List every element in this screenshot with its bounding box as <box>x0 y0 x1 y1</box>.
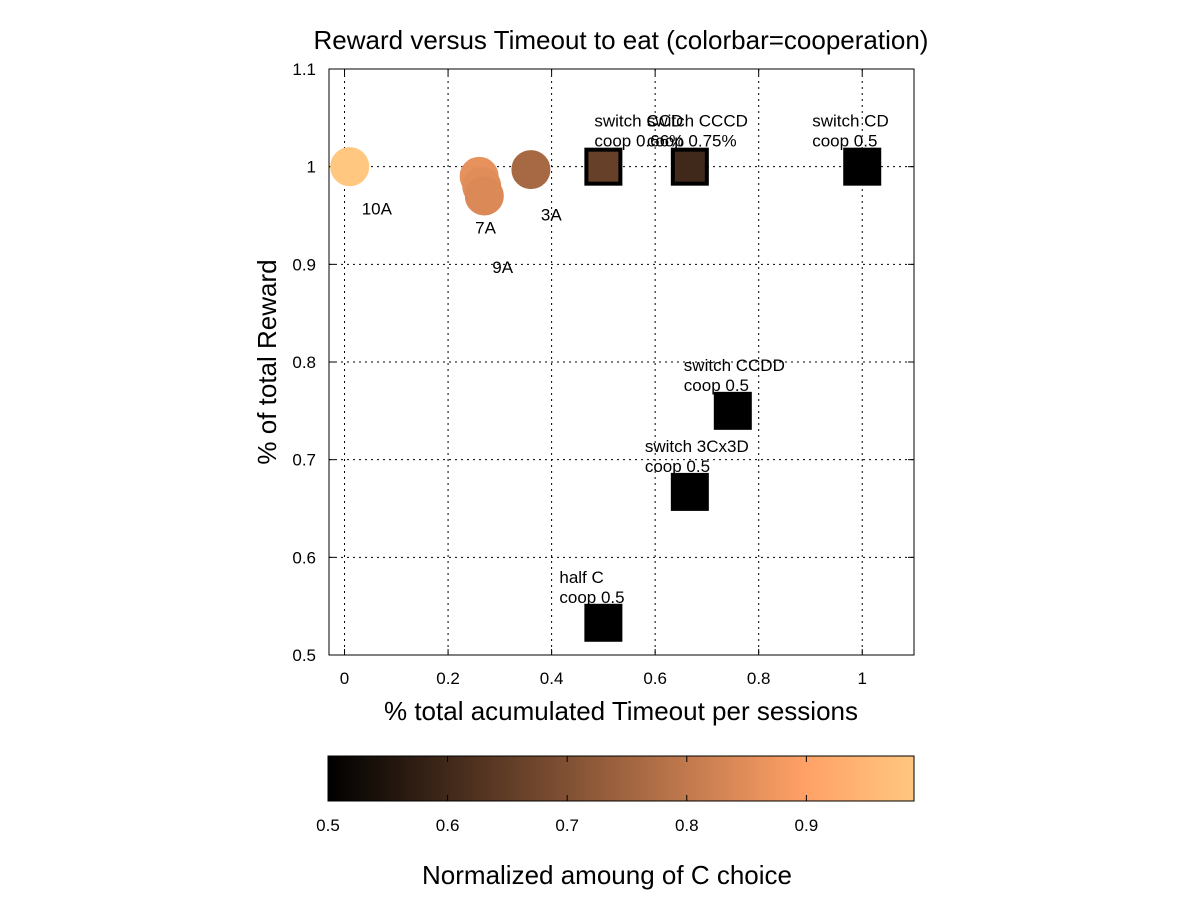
point-label: switch CCD <box>594 112 683 131</box>
point-label-coop: coop 0.5 <box>684 376 749 395</box>
colorbar-ticks: 0.5 0.6 0.7 0.8 0.9 <box>316 756 818 835</box>
data-point-square <box>843 147 882 186</box>
x-tick-label: 0.8 <box>747 669 771 688</box>
point-label: half C <box>559 568 603 587</box>
colorbar-tick-label: 0.7 <box>555 816 579 835</box>
y-tick-label: 0.6 <box>292 548 316 567</box>
colorbar <box>327 755 915 802</box>
point-label: switch 3Cx3D <box>645 437 749 456</box>
point-label: 10A <box>362 200 393 219</box>
data-point-circle <box>464 176 504 216</box>
data-point-circle <box>330 147 370 187</box>
chart-title: Reward versus Timeout to eat (colorbar=c… <box>314 25 929 55</box>
x-axis-label: % total acumulated Timeout per sessions <box>384 696 858 726</box>
data-point-square <box>713 391 752 430</box>
point-label-coop: coop 0.5 <box>559 588 624 607</box>
y-tick-label: 0.8 <box>292 353 316 372</box>
point-label-coop: coop 0.66% <box>594 132 684 151</box>
data-point-square <box>584 147 623 186</box>
colorbar-tick-label: 0.8 <box>675 816 699 835</box>
x-tick-label: 0.6 <box>643 669 667 688</box>
x-tick-label: 0 <box>340 669 349 688</box>
y-axis-ticks: 0.5 0.6 0.7 0.8 0.9 1 1.1 <box>292 60 914 665</box>
colorbar-label: Normalized amoung of C choice <box>422 860 792 890</box>
colorbar-tick-label: 0.5 <box>316 816 340 835</box>
point-label: 3A <box>541 206 562 225</box>
point-label: switch CCDD <box>684 356 785 375</box>
colorbar-tick-label: 0.6 <box>436 816 460 835</box>
point-label-coop: coop 0.75% <box>647 132 737 151</box>
point-label: 7A <box>475 218 496 237</box>
data-point-square <box>670 147 709 186</box>
point-label-coop: coop 0.5 <box>645 457 710 476</box>
point-label-coop: coop 0.5 <box>812 132 877 151</box>
point-label: 9A <box>492 258 513 277</box>
data-points <box>330 147 882 642</box>
x-tick-label: 0.2 <box>436 669 460 688</box>
colorbar-tick-label: 0.9 <box>795 816 819 835</box>
data-point-square <box>670 472 709 511</box>
x-axis-ticks: 0 0.2 0.4 0.6 0.8 1 <box>340 69 867 688</box>
point-label: switch CD <box>812 112 889 131</box>
y-tick-label: 1 <box>307 158 316 177</box>
y-tick-label: 0.5 <box>292 646 316 665</box>
data-point-circle <box>511 150 551 190</box>
y-tick-label: 1.1 <box>292 60 316 79</box>
point-label: switch CCCD <box>647 112 748 131</box>
y-tick-label: 0.7 <box>292 451 316 470</box>
x-tick-label: 0.4 <box>540 669 564 688</box>
data-point-square <box>584 603 623 642</box>
x-tick-label: 1 <box>857 669 866 688</box>
y-axis-label: % of total Reward <box>252 259 282 464</box>
y-tick-label: 0.9 <box>292 255 316 274</box>
